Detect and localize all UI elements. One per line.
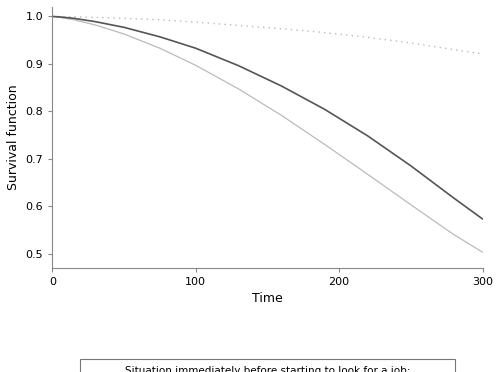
X-axis label: Time: Time (252, 292, 283, 305)
Y-axis label: Survival function: Survival function (7, 84, 20, 190)
Legend: Study, Childcare, Job/practice/ free internship: Study, Childcare, Job/practice/ free int… (80, 359, 454, 372)
